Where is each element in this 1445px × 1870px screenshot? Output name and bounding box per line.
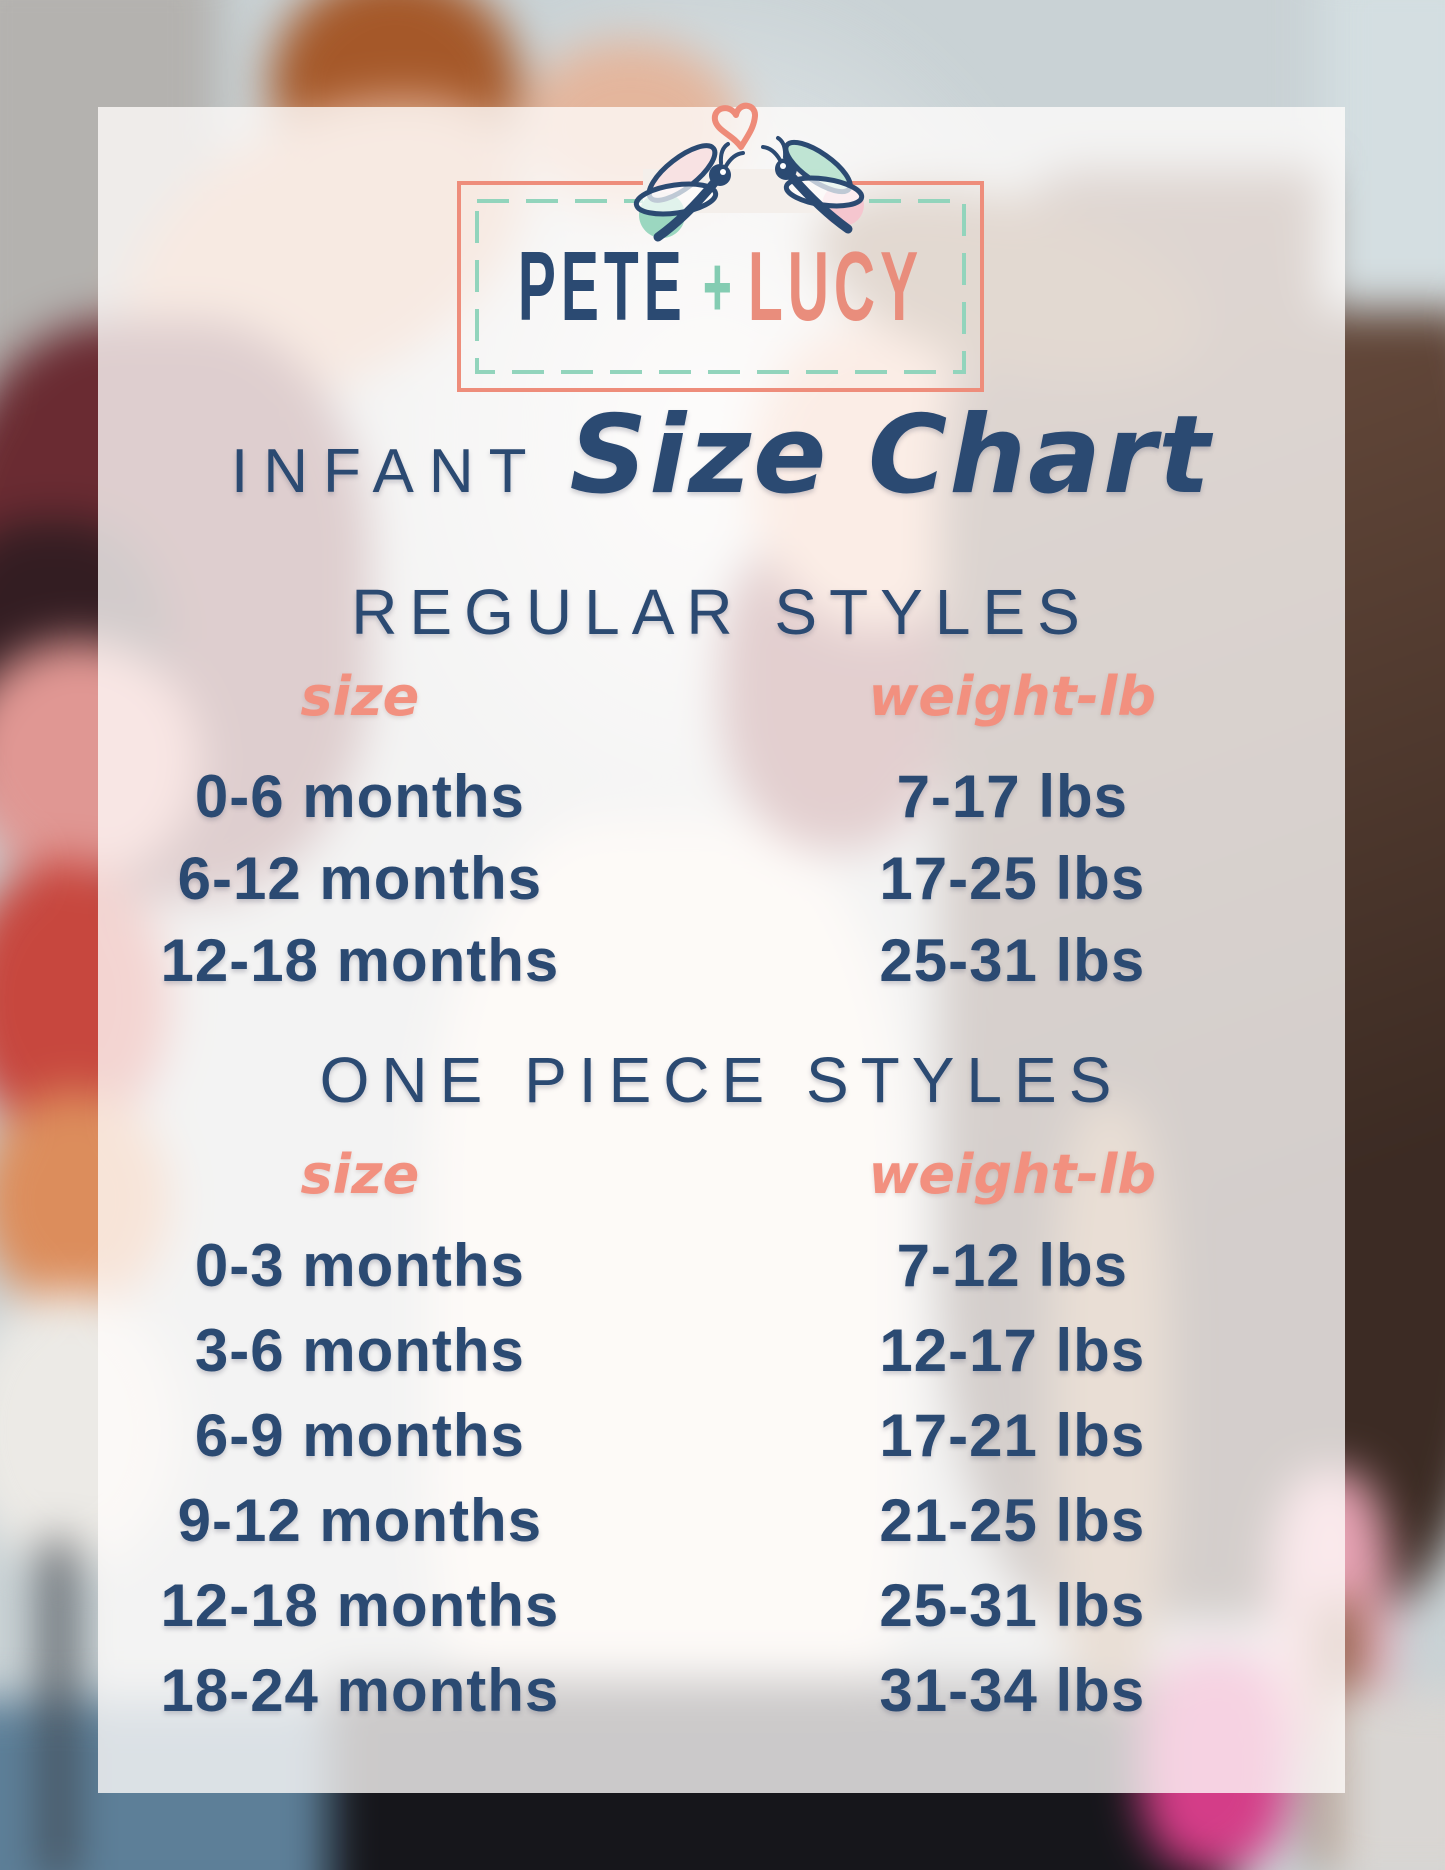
regular-weight-header: weight-lb	[868, 665, 1157, 728]
table-cell-weight: 17-21 lbs	[879, 1402, 1146, 1469]
table-cell-weight: 12-17 lbs	[879, 1317, 1146, 1384]
one-piece-styles-table: 0-3 months 7-12 lbs 3-6 months 12-17 lbs…	[98, 1223, 1345, 1733]
dashed-inner-border	[475, 199, 966, 374]
brand-wordmark: PETE + LUCY	[461, 112, 980, 461]
brand-name-pete: PETE	[517, 231, 687, 342]
table-cell-size: 9-12 months	[177, 1487, 543, 1554]
page-title: INFANT Size Chart	[98, 393, 1345, 518]
one-piece-column-headers: size weight-lb	[98, 1143, 1345, 1206]
photo-blob-wall-right-bottom	[1330, 1690, 1445, 1870]
one-piece-weight-header: weight-lb	[868, 1143, 1157, 1206]
table-cell-size: 12-18 months	[160, 926, 560, 994]
section-heading-regular-styles: REGULAR STYLES	[351, 576, 1092, 648]
table-cell-weight: 25-31 lbs	[879, 1572, 1146, 1639]
table-cell-weight: 21-25 lbs	[879, 1487, 1146, 1554]
size-chart-content: PETE + LUCY	[98, 102, 1345, 1793]
table-cell-size: 12-18 months	[160, 1572, 560, 1639]
table-cell-size: 0-3 months	[194, 1232, 525, 1299]
title-script: Size Chart	[569, 393, 1212, 518]
table-cell-size: 6-9 months	[194, 1402, 525, 1469]
table-cell-weight: 7-12 lbs	[896, 1232, 1129, 1299]
table-cell-size: 6-12 months	[177, 844, 543, 912]
brand-plus-sign: +	[702, 238, 732, 335]
one-piece-size-header: size	[300, 1143, 420, 1206]
table-cell-weight: 17-25 lbs	[879, 844, 1146, 912]
table-cell-weight: 25-31 lbs	[879, 926, 1146, 994]
photo-blob-rack-pole	[45, 1540, 71, 1870]
fireflies-logo-icon	[633, 102, 865, 242]
regular-size-header: size	[300, 665, 420, 728]
section-heading-one-piece-styles: ONE PIECE STYLES	[319, 1044, 1124, 1116]
table-cell-weight: 31-34 lbs	[879, 1657, 1146, 1724]
table-cell-size: 18-24 months	[160, 1657, 560, 1724]
heart-icon	[711, 102, 758, 150]
regular-styles-table: 0-6 months 7-17 lbs 6-12 months 17-25 lb…	[98, 755, 1345, 1001]
table-cell-size: 3-6 months	[194, 1317, 525, 1384]
title-kicker: INFANT	[231, 437, 542, 506]
table-cell-size: 0-6 months	[194, 762, 525, 830]
regular-column-headers: size weight-lb	[98, 665, 1345, 728]
table-cell-weight: 7-17 lbs	[896, 762, 1129, 830]
brand-name-lucy: LUCY	[747, 231, 924, 342]
